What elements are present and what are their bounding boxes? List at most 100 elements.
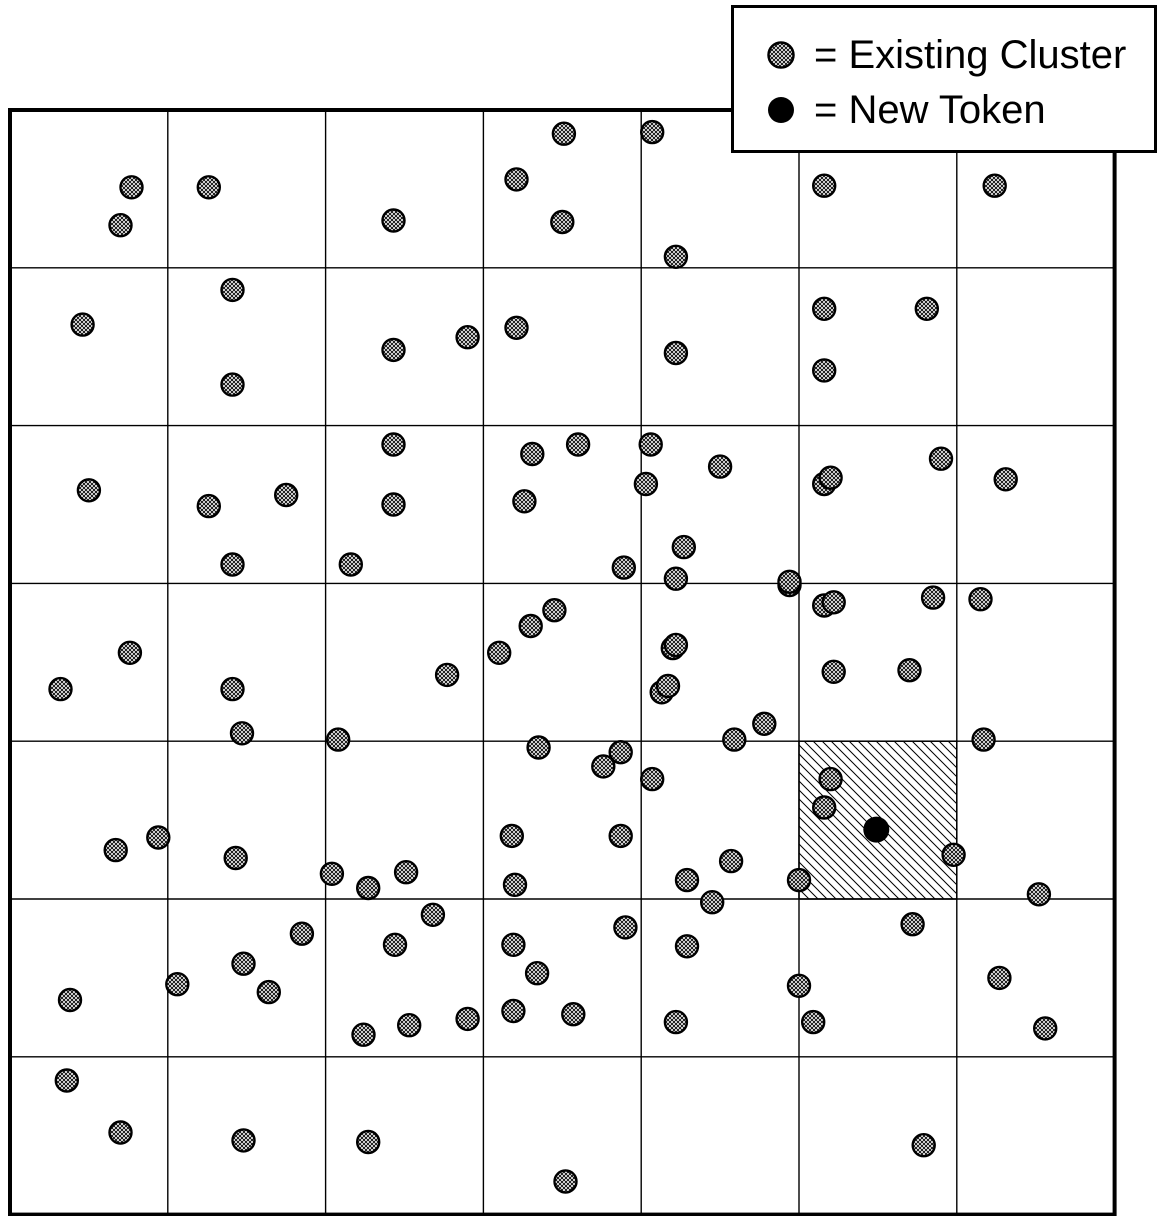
- existing-cluster-marker: [723, 729, 745, 751]
- existing-cluster-marker: [457, 326, 479, 348]
- existing-cluster-marker: [383, 210, 405, 232]
- grid-cell-r5-c5: [799, 899, 957, 1057]
- grid-cell-r2-c5: [799, 426, 957, 584]
- grid-cell-r0-c1: [168, 110, 326, 268]
- grid-cell-r1-c0: [10, 268, 168, 426]
- existing-cluster-marker: [913, 1134, 935, 1156]
- existing-cluster-marker: [50, 678, 72, 700]
- existing-cluster-marker: [357, 1131, 379, 1153]
- existing-cluster-marker: [916, 298, 938, 320]
- existing-cluster-marker: [665, 568, 687, 590]
- existing-cluster-marker: [641, 768, 663, 790]
- existing-cluster-marker: [147, 827, 169, 849]
- existing-cluster-marker: [813, 175, 835, 197]
- existing-cluster-marker: [502, 1000, 524, 1022]
- existing-cluster-marker: [641, 121, 663, 143]
- existing-cluster-marker: [543, 599, 565, 621]
- grid-cell-r6-c5: [799, 1057, 957, 1215]
- legend-item-existing-cluster: = Existing Cluster: [764, 25, 1126, 85]
- existing-cluster-marker: [551, 211, 573, 233]
- grid-cell-r4-c0: [10, 741, 168, 899]
- existing-cluster-marker: [813, 797, 835, 819]
- grid-cell-r5-c0: [10, 899, 168, 1057]
- existing-cluster-marker: [640, 434, 662, 456]
- grid-cell-r6-c2: [326, 1057, 484, 1215]
- existing-cluster-marker: [398, 1014, 420, 1036]
- existing-cluster-marker: [488, 642, 510, 664]
- existing-cluster-marker: [995, 468, 1017, 490]
- existing-cluster-marker: [657, 675, 679, 697]
- existing-cluster-marker: [902, 913, 924, 935]
- existing-cluster-marker: [384, 934, 406, 956]
- existing-cluster-marker: [553, 123, 575, 145]
- existing-cluster-marker: [988, 967, 1010, 989]
- existing-cluster-marker: [327, 729, 349, 751]
- existing-cluster-marker: [673, 536, 695, 558]
- grid-cell-r3-c1: [168, 583, 326, 741]
- existing-cluster-marker: [383, 434, 405, 456]
- existing-cluster-marker: [555, 1171, 577, 1193]
- grid-cell-r5-c4: [641, 899, 799, 1057]
- existing-cluster-marker: [353, 1024, 375, 1046]
- legend-box: = Existing Cluster = New Token: [731, 5, 1157, 153]
- existing-cluster-marker: [665, 342, 687, 364]
- grid-cell-r0-c2: [326, 110, 484, 268]
- existing-cluster-marker: [567, 434, 589, 456]
- existing-cluster-marker: [275, 484, 297, 506]
- existing-cluster-marker: [526, 962, 548, 984]
- existing-cluster-marker: [520, 615, 542, 637]
- existing-cluster-marker: [383, 494, 405, 516]
- existing-cluster-marker: [504, 874, 526, 896]
- existing-cluster-marker-icon: [764, 38, 798, 72]
- existing-cluster-marker: [610, 825, 632, 847]
- existing-cluster-marker: [614, 916, 636, 938]
- existing-cluster-marker: [506, 168, 528, 190]
- existing-cluster-marker: [222, 279, 244, 301]
- grid-cell-r3-c0: [10, 583, 168, 741]
- existing-cluster-marker: [321, 863, 343, 885]
- grid-cell-r4-c1: [168, 741, 326, 899]
- existing-cluster-marker: [258, 981, 280, 1003]
- existing-cluster-marker: [610, 741, 632, 763]
- existing-cluster-marker: [720, 850, 742, 872]
- existing-cluster-marker: [823, 661, 845, 683]
- existing-cluster-marker: [225, 847, 247, 869]
- grid-cell-r1-c3: [483, 268, 641, 426]
- existing-cluster-marker: [340, 554, 362, 576]
- existing-cluster-marker: [788, 975, 810, 997]
- existing-cluster-marker: [899, 659, 921, 681]
- existing-cluster-marker: [820, 768, 842, 790]
- grid-cell-r2-c1: [168, 426, 326, 584]
- existing-cluster-marker: [635, 473, 657, 495]
- existing-cluster-marker: [105, 839, 127, 861]
- existing-cluster-marker: [562, 1003, 584, 1025]
- grid-cell-r1-c6: [957, 268, 1115, 426]
- existing-cluster-marker: [233, 1129, 255, 1151]
- existing-cluster-marker: [513, 490, 535, 512]
- existing-cluster-marker: [231, 722, 253, 744]
- existing-cluster-marker: [291, 923, 313, 945]
- new-token-marker: [863, 817, 889, 843]
- existing-cluster-marker: [222, 374, 244, 396]
- new-token-marker-icon: [764, 93, 798, 127]
- grid-cell-r2-c0: [10, 426, 168, 584]
- existing-cluster-marker: [457, 1008, 479, 1030]
- existing-cluster-marker: [701, 891, 723, 913]
- existing-cluster-marker: [357, 877, 379, 899]
- existing-cluster-marker: [676, 935, 698, 957]
- grid-cell-r1-c1: [168, 268, 326, 426]
- grid-cell-r1-c4: [641, 268, 799, 426]
- existing-cluster-marker: [665, 246, 687, 268]
- existing-cluster-marker: [665, 1011, 687, 1033]
- existing-cluster-marker: [166, 973, 188, 995]
- existing-cluster-marker: [78, 479, 100, 501]
- existing-cluster-marker: [676, 869, 698, 891]
- existing-cluster-marker: [222, 554, 244, 576]
- existing-cluster-marker: [922, 587, 944, 609]
- grid-cell-r6-c0: [10, 1057, 168, 1215]
- grid-cell-r4-c4: [641, 741, 799, 899]
- grid-cell-r0-c0: [10, 110, 168, 268]
- grid-border: [10, 110, 1115, 1215]
- grid-cell-r6-c4: [641, 1057, 799, 1215]
- existing-cluster-marker: [501, 825, 523, 847]
